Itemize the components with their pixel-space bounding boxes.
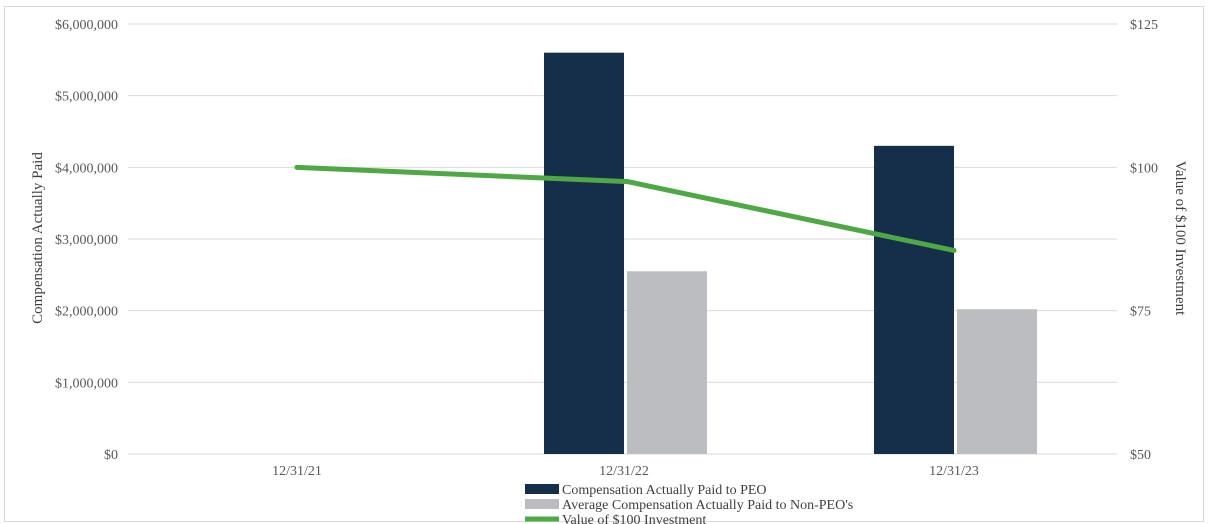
y-tick-label: $3,000,000 bbox=[55, 233, 118, 248]
y-tick-label: $1,000,000 bbox=[55, 376, 118, 391]
investment-point bbox=[625, 179, 631, 185]
x-tick-label: 12/31/23 bbox=[929, 464, 979, 479]
legend-label: Average Compensation Actually Paid to No… bbox=[562, 498, 853, 513]
investment-line bbox=[294, 164, 957, 253]
bars bbox=[544, 52, 1037, 455]
y2-tick-label: $50 bbox=[1130, 448, 1151, 463]
non-peo-compensation-bar bbox=[957, 309, 1037, 454]
investment-point bbox=[951, 247, 957, 253]
legend-swatch bbox=[525, 484, 559, 494]
y-tick-label: $6,000,000 bbox=[55, 18, 118, 33]
chart-frame bbox=[4, 6, 1204, 522]
legend-label: Value of $100 Investment bbox=[562, 513, 706, 524]
investment-line-path bbox=[294, 164, 957, 253]
y2-axis-title: Value of $100 Investment bbox=[1172, 161, 1188, 316]
x-tick-label: 12/31/21 bbox=[272, 464, 322, 479]
y-tick-label: $4,000,000 bbox=[55, 161, 118, 176]
peo-compensation-bar bbox=[544, 52, 624, 455]
legend-label: Compensation Actually Paid to PEO bbox=[562, 483, 767, 498]
legend-swatch bbox=[525, 499, 559, 509]
x-axis-ticks: 12/31/21 12/31/22 12/31/23 bbox=[272, 464, 979, 479]
non-peo-compensation-bar bbox=[627, 271, 707, 454]
y2-tick-label: $100 bbox=[1130, 161, 1158, 176]
left-axis-ticks: $0 $1,000,000 $2,000,000 $3,000,000 $4,000,0… bbox=[55, 18, 118, 463]
y-axis-title: Compensation Actually Paid bbox=[30, 152, 46, 324]
x-tick-label: 12/31/22 bbox=[599, 464, 649, 479]
y-tick-label: $5,000,000 bbox=[55, 90, 118, 105]
y-tick-label: $0 bbox=[104, 448, 118, 463]
legend: Compensation Actually Paid to PEOAverage… bbox=[525, 483, 853, 524]
peo-compensation-bar bbox=[874, 145, 954, 455]
y-tick-label: $2,000,000 bbox=[55, 305, 118, 320]
investment-point bbox=[294, 164, 300, 170]
y2-tick-label: $125 bbox=[1130, 18, 1158, 33]
right-axis-ticks: $50 $75 $100 $125 bbox=[1130, 18, 1158, 463]
y2-tick-label: $75 bbox=[1130, 305, 1151, 320]
